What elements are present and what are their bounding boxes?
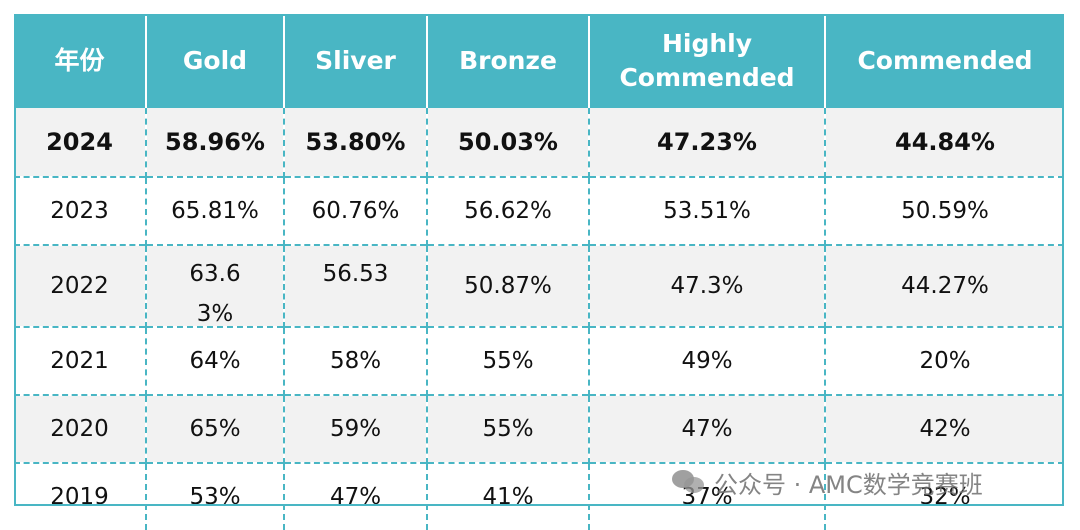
table-row: 2020 65% 59% 55% 47% 42% — [14, 394, 1064, 463]
header-highly-commended-label: Highly Commended — [619, 29, 795, 92]
cell-bronze: 50.87% — [426, 244, 589, 327]
cell-sliver: 58% — [283, 326, 427, 395]
cell-gold: 65% — [145, 394, 284, 463]
cell-year: 2021 — [14, 326, 146, 395]
cell-gold: 64% — [145, 326, 284, 395]
score-table: 年份 Gold Sliver Bronze Highly Commended C… — [14, 14, 1064, 530]
cell-highly-commended: 47% — [588, 394, 825, 463]
cell-highly-commended: 47.23% — [588, 108, 825, 177]
header-sliver: Sliver — [283, 14, 427, 108]
table-row: 2022 63.63% 56.53 50.87% 47.3% 44.27% — [14, 244, 1064, 327]
cell-year: 2020 — [14, 394, 146, 463]
table-row: 2023 65.81% 60.76% 56.62% 53.51% 50.59% — [14, 176, 1064, 245]
header-commended: Commended — [824, 14, 1064, 108]
header-bronze: Bronze — [426, 14, 589, 108]
cell-sliver: 56.53 — [283, 244, 427, 327]
cell-highly-commended: 37% — [588, 462, 825, 530]
wechat-icon — [672, 468, 706, 496]
cell-bronze: 55% — [426, 326, 589, 395]
cell-bronze: 56.62% — [426, 176, 589, 245]
cell-commended: 42% — [824, 394, 1064, 463]
cell-bronze: 41% — [426, 462, 589, 530]
cell-sliver: 60.76% — [283, 176, 427, 245]
cell-gold: 58.96% — [145, 108, 284, 177]
cell-sliver-text: 56.53 — [322, 261, 389, 287]
header-year: 年份 — [14, 14, 146, 108]
cell-year: 2024 — [14, 108, 146, 177]
table-row: 2019 53% 47% 41% 37% 32% — [14, 462, 1064, 530]
table-row: 2021 64% 58% 55% 49% 20% — [14, 326, 1064, 395]
cell-commended: 32% — [824, 462, 1064, 530]
cell-commended: 20% — [824, 326, 1064, 395]
cell-gold: 65.81% — [145, 176, 284, 245]
cell-highly-commended: 47.3% — [588, 244, 825, 327]
table-row: 2024 58.96% 53.80% 50.03% 47.23% 44.84% — [14, 108, 1064, 177]
cell-year: 2022 — [14, 244, 146, 327]
cell-gold: 63.63% — [145, 244, 284, 327]
cell-commended: 44.84% — [824, 108, 1064, 177]
cell-bronze: 50.03% — [426, 108, 589, 177]
header-gold: Gold — [145, 14, 284, 108]
watermark-text: 公众号 · AMC数学竞赛班 — [714, 470, 983, 499]
cell-bronze: 55% — [426, 394, 589, 463]
cell-year: 2023 — [14, 176, 146, 245]
watermark: 公众号 · AMC数学竞赛班 — [672, 462, 983, 502]
table-border — [14, 14, 1064, 506]
cell-highly-commended: 53.51% — [588, 176, 825, 245]
cell-commended: 50.59% — [824, 176, 1064, 245]
cell-sliver: 53.80% — [283, 108, 427, 177]
cell-commended: 44.27% — [824, 244, 1064, 327]
cell-sliver: 59% — [283, 394, 427, 463]
header-highly-commended: Highly Commended — [588, 14, 825, 108]
cell-gold-wrapped: 63.63% — [189, 261, 241, 327]
header-row: 年份 Gold Sliver Bronze Highly Commended C… — [14, 14, 1064, 108]
cell-highly-commended: 49% — [588, 326, 825, 395]
